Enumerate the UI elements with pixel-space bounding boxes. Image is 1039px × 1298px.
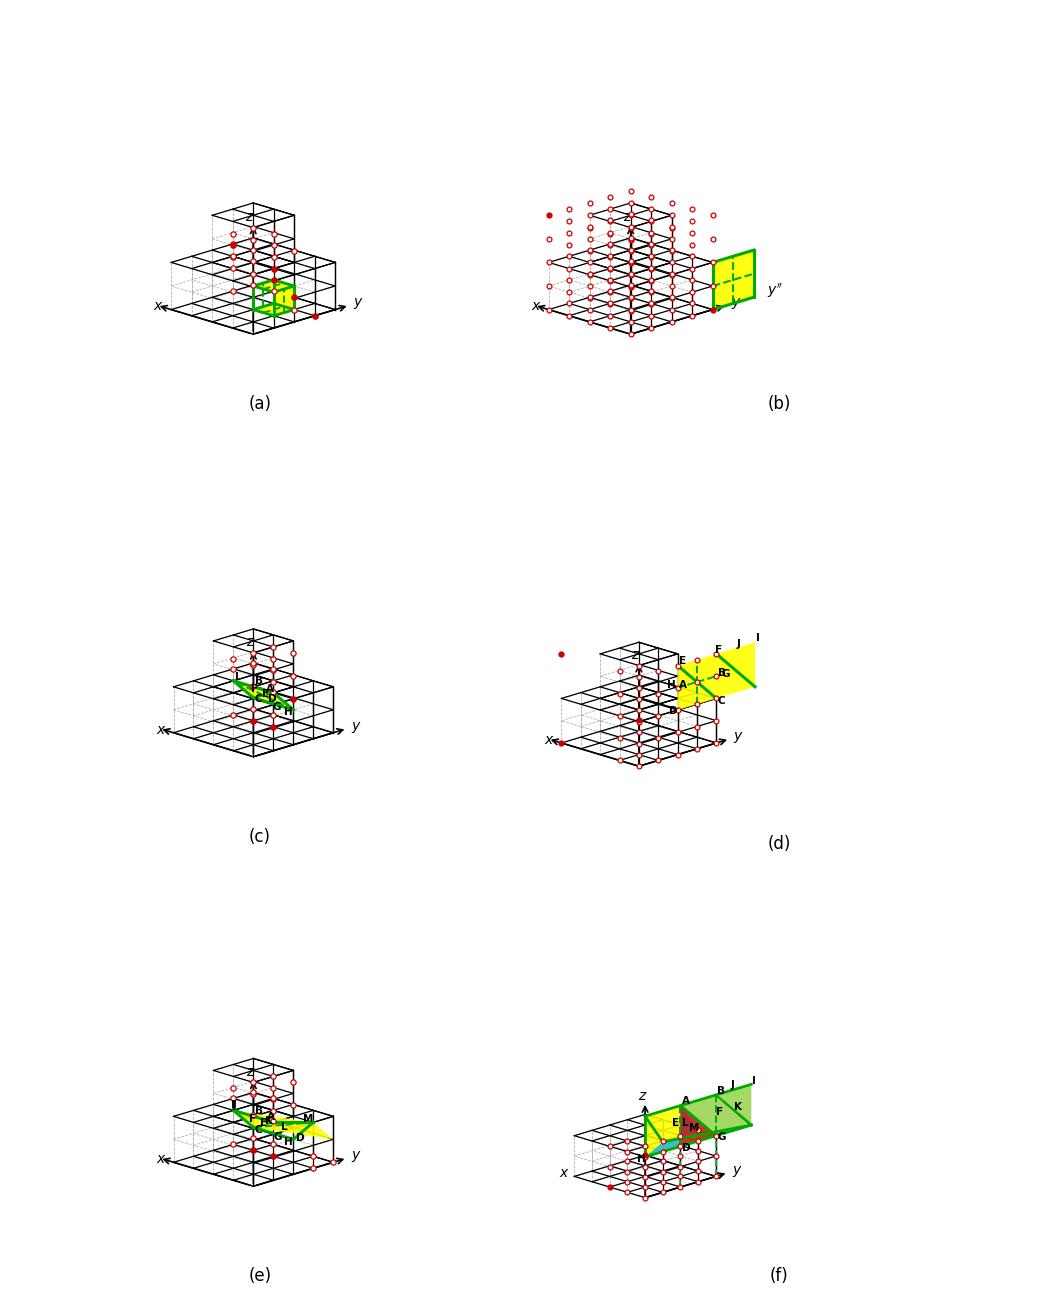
- Text: $y''$: $y''$: [768, 282, 783, 300]
- Text: (c): (c): [249, 828, 271, 846]
- Text: D: D: [296, 1133, 304, 1142]
- Text: M: M: [689, 1123, 699, 1133]
- Text: (e): (e): [248, 1267, 271, 1285]
- Polygon shape: [254, 304, 294, 315]
- Polygon shape: [681, 1106, 716, 1146]
- Text: $y$: $y$: [351, 1149, 362, 1164]
- Text: $z$: $z$: [622, 210, 632, 223]
- Text: $z$: $z$: [245, 635, 256, 649]
- Text: $z$: $z$: [638, 1089, 647, 1103]
- Text: $x$: $x$: [153, 300, 164, 313]
- Polygon shape: [273, 286, 294, 315]
- Text: I: I: [232, 1101, 235, 1111]
- Polygon shape: [645, 1106, 698, 1157]
- Text: G: G: [272, 702, 281, 713]
- Text: E: E: [260, 1119, 267, 1128]
- Text: H: H: [284, 707, 293, 716]
- Text: C: C: [255, 693, 262, 704]
- Text: B: B: [255, 1106, 263, 1116]
- Text: G: G: [273, 1132, 282, 1142]
- Text: (f): (f): [770, 1267, 789, 1285]
- Text: D: D: [682, 1144, 690, 1153]
- Text: E: E: [672, 1118, 680, 1128]
- Text: A: A: [267, 1111, 274, 1121]
- Text: B: B: [717, 1086, 725, 1096]
- Text: E: E: [262, 689, 269, 698]
- Polygon shape: [254, 280, 294, 292]
- Text: $y$: $y$: [351, 719, 362, 735]
- Polygon shape: [234, 1110, 334, 1140]
- Text: A: A: [678, 680, 687, 689]
- Polygon shape: [681, 1084, 751, 1146]
- Text: A: A: [266, 684, 273, 693]
- Text: $x$: $x$: [156, 723, 166, 736]
- Text: $x$: $x$: [156, 1153, 166, 1166]
- Text: $z$: $z$: [632, 648, 641, 662]
- Text: C: C: [718, 696, 725, 706]
- Text: $x$: $x$: [531, 300, 541, 313]
- Polygon shape: [234, 681, 293, 710]
- Text: J: J: [730, 1080, 734, 1090]
- Text: F: F: [250, 684, 258, 694]
- Text: $y$: $y$: [731, 1163, 742, 1179]
- Text: L: L: [682, 1118, 688, 1128]
- Text: I: I: [752, 1076, 756, 1086]
- Text: $z$: $z$: [245, 210, 255, 223]
- Text: (a): (a): [248, 395, 271, 413]
- Text: C: C: [255, 1124, 262, 1134]
- Text: H: H: [667, 680, 676, 689]
- Polygon shape: [713, 251, 753, 310]
- Polygon shape: [645, 1106, 681, 1157]
- Polygon shape: [273, 280, 294, 310]
- Text: H: H: [637, 1154, 645, 1163]
- Text: J: J: [737, 639, 741, 649]
- Text: $x$: $x$: [559, 1166, 569, 1180]
- Text: $x$: $x$: [544, 732, 555, 746]
- Text: H: H: [284, 1137, 293, 1146]
- Text: B: B: [718, 668, 725, 678]
- Text: A: A: [682, 1097, 690, 1106]
- Text: $y$: $y$: [730, 296, 742, 312]
- Text: B: B: [255, 676, 263, 687]
- Text: D: D: [669, 706, 677, 716]
- Text: F: F: [715, 645, 722, 654]
- Text: (b): (b): [768, 395, 791, 413]
- Text: (d): (d): [768, 835, 791, 853]
- Text: M: M: [302, 1115, 313, 1124]
- Text: G: G: [717, 1132, 725, 1142]
- Text: L: L: [282, 1123, 288, 1132]
- Text: $y$: $y$: [353, 296, 364, 312]
- Text: E: E: [678, 657, 686, 666]
- Text: F: F: [716, 1107, 723, 1118]
- Text: I: I: [756, 633, 761, 643]
- Text: $y$: $y$: [734, 729, 744, 745]
- Text: I: I: [235, 671, 239, 681]
- Polygon shape: [677, 643, 755, 710]
- Text: D: D: [268, 694, 276, 705]
- Text: F: F: [249, 1114, 257, 1124]
- Text: K: K: [265, 1116, 273, 1127]
- Text: J: J: [232, 1099, 236, 1110]
- Text: G: G: [721, 670, 730, 679]
- Text: $z$: $z$: [245, 1064, 256, 1079]
- Text: K: K: [734, 1102, 742, 1112]
